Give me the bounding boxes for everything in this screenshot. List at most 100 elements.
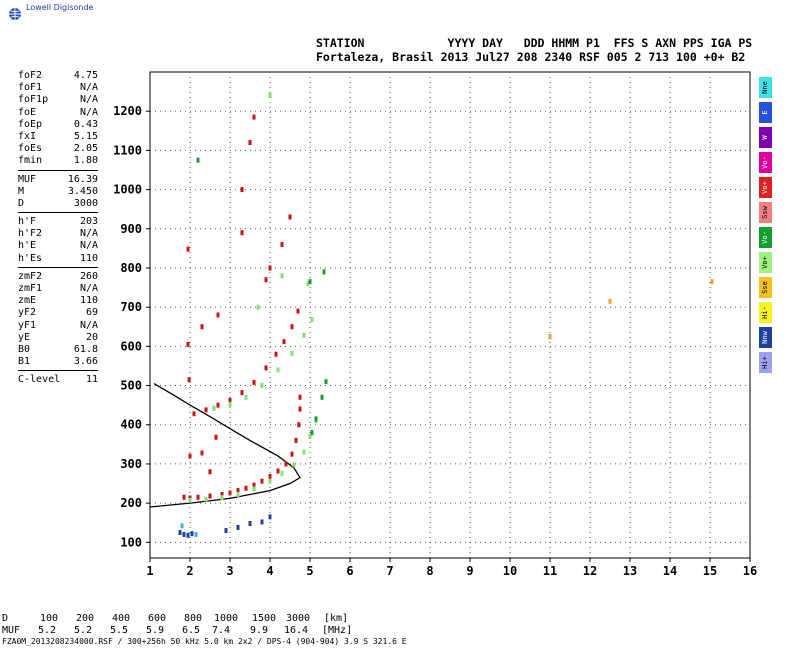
header-line-1: STATION YYYY DAY DDD HHMM P1 FFS S AXN P… [316, 36, 753, 50]
x-tick-label: 2 [186, 564, 193, 578]
x-tick-label: 9 [466, 564, 473, 578]
x-tick-label: 11 [543, 564, 557, 578]
echo-point [194, 531, 198, 537]
param-separator [18, 266, 98, 268]
x-tick-label: 13 [623, 564, 637, 578]
echo-point [186, 246, 190, 252]
legend-label: Vo- [761, 231, 769, 244]
echo-point [268, 473, 272, 479]
param-row: D 3000 [18, 198, 98, 210]
param-value: 3.450 [67, 185, 98, 197]
echo-point [252, 486, 256, 492]
echo-point [280, 470, 284, 476]
distance-value: 800 [184, 613, 203, 624]
legend-item: Vo+ [759, 177, 772, 198]
echo-point [264, 365, 268, 371]
echo-point [236, 488, 240, 494]
param-row: fmin 1.80 [18, 155, 98, 167]
echo-point [710, 279, 714, 285]
y-tick-label: 600 [120, 339, 142, 353]
echo-point [294, 437, 298, 443]
param-row: yF1 N/A [18, 320, 98, 332]
legend-label: Nnw [761, 331, 769, 344]
echo-point [284, 461, 288, 467]
echo-point [260, 519, 264, 525]
file-info-line: FZA0M_2013208234000.RSF / 300+256h 50 kH… [2, 637, 407, 646]
param-name: D [18, 197, 25, 209]
model-profile-curve [149, 383, 301, 508]
echo-point [187, 377, 191, 383]
scaled-parameters-panel: foF2 4.75 foF1 N/A foF1p N/A foE N/A foEp 0.43 fxI… [18, 70, 98, 387]
legend-item: Nne [759, 77, 772, 98]
legend-item: E [759, 102, 772, 123]
param-value: 5.15 [73, 130, 98, 142]
param-value: 1.80 [73, 155, 98, 167]
echo-point [224, 528, 228, 534]
distance-value: 600 [148, 613, 167, 624]
legend-item: Vo- [759, 152, 772, 173]
echo-point [240, 230, 244, 236]
param-name: h'Es [18, 252, 43, 264]
legend-item: Vo+ [759, 252, 772, 273]
header-line-2: Fortaleza, Brasil 2013 Jul27 208 2340 RS… [316, 50, 746, 64]
x-tick-label: 10 [503, 564, 517, 578]
param-value: 110 [79, 252, 98, 264]
echo-point [302, 332, 306, 338]
param-value: 0.43 [73, 118, 98, 130]
echo-point [182, 494, 186, 500]
param-value: N/A [79, 319, 98, 331]
echo-point [192, 411, 196, 417]
x-tick-label: 14 [663, 564, 677, 578]
muf-value: 5.2 [74, 625, 93, 636]
legend-label: Vo+ [761, 256, 769, 269]
echo-point [178, 530, 182, 536]
echo-legend: Nne E W Vo- Vo+ Ssw Vo- Vo+ Sse Hi- Nnw Hi+ [759, 77, 772, 377]
echo-point [252, 482, 256, 488]
y-tick-label: 800 [120, 261, 142, 275]
y-tick-label: 900 [120, 222, 142, 236]
distance-label: D [2, 613, 9, 624]
param-row: foEp 0.43 [18, 119, 98, 131]
legend-label: Hi+ [761, 356, 769, 369]
echo-point [314, 416, 318, 422]
echo-point [228, 401, 232, 407]
param-name: B0 [18, 343, 31, 355]
echo-point [308, 434, 312, 439]
param-row: zmE 110 [18, 295, 98, 307]
muf-value: 16.4 [284, 625, 309, 636]
distance-value: 200 [76, 613, 95, 624]
echo-point [214, 434, 218, 440]
echo-point [190, 531, 194, 537]
echo-point [248, 140, 252, 146]
echo-point [324, 379, 328, 385]
param-row: yF2 69 [18, 307, 98, 319]
echo-point [296, 308, 300, 314]
y-tick-label: 1200 [113, 104, 142, 118]
y-tick-label: 1000 [113, 183, 142, 197]
legend-label: Sse [761, 281, 769, 294]
echo-point [228, 397, 232, 403]
echo-point [236, 492, 240, 498]
param-row: zmF2 260 [18, 271, 98, 283]
echo-point [180, 523, 184, 529]
echo-point [548, 334, 552, 340]
echo-point [264, 277, 268, 283]
y-tick-label: 100 [120, 535, 142, 549]
muf-value: 7.4 [212, 625, 231, 636]
param-row: foEs 2.05 [18, 143, 98, 155]
echo-point [244, 485, 248, 491]
x-tick-label: 5 [306, 564, 313, 578]
y-tick-label: 400 [120, 418, 142, 432]
legend-label: Ssw [761, 206, 769, 219]
echo-point [212, 405, 216, 411]
echo-point [244, 394, 248, 400]
echo-point [196, 494, 200, 500]
param-separator [18, 169, 98, 171]
echo-point [256, 304, 260, 310]
param-value: N/A [79, 94, 98, 106]
legend-label: Hi- [761, 306, 769, 319]
param-name: foF1p [18, 94, 49, 106]
echo-point [196, 157, 200, 163]
param-value: N/A [79, 106, 98, 118]
